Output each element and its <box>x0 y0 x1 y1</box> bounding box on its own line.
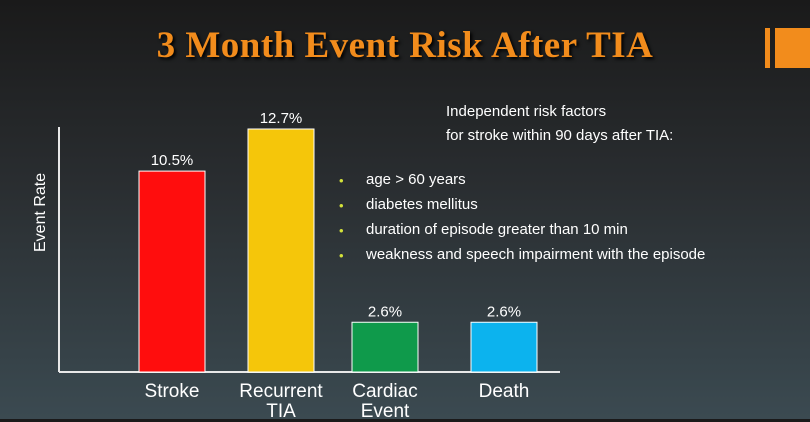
bar <box>138 170 206 373</box>
risk-factor-text: age > 60 years <box>366 171 466 188</box>
decor-bar-wide <box>775 28 810 68</box>
list-item: • diabetes mellitus <box>336 195 705 220</box>
data-label: 2.6% <box>487 303 521 320</box>
risk-factors-heading: Independent risk factors for stroke with… <box>446 100 673 148</box>
bullet-icon: • <box>339 173 344 188</box>
list-item: • duration of episode greater than 10 min <box>336 220 705 245</box>
bullet-icon: • <box>339 198 344 213</box>
bullet-icon: • <box>339 248 344 263</box>
category-label-line: Cardiac <box>352 381 418 402</box>
risk-factor-list: • age > 60 years • diabetes mellitus • dura… <box>336 170 705 270</box>
orange-decoration <box>765 28 810 68</box>
category-label: Death <box>444 382 564 402</box>
category-label-line: Recurrent <box>239 381 323 402</box>
list-item: • weakness and speech impairment with the… <box>336 245 705 270</box>
category-label: Stroke <box>112 382 232 402</box>
risk-factors-line-1: Independent risk factors <box>446 103 607 120</box>
bar <box>247 128 315 373</box>
list-item: • age > 60 years <box>336 170 705 195</box>
category-label-line: TIA <box>266 401 296 422</box>
bullet-icon: • <box>339 223 344 238</box>
data-label: 2.6% <box>368 303 402 320</box>
decor-bar-thin <box>765 28 770 68</box>
risk-factors-line-2: for stroke within 90 days after TIA: <box>446 127 674 144</box>
category-label-line: Stroke <box>144 381 200 402</box>
risk-factor-text: duration of episode greater than 10 min <box>366 221 628 238</box>
category-label: Recurrent TIA <box>221 382 341 422</box>
category-label: Cardiac Event <box>325 382 445 422</box>
data-label: 12.7% <box>260 110 303 127</box>
risk-factor-text: weakness and speech impairment with the … <box>366 246 706 263</box>
data-label: 10.5% <box>151 152 194 169</box>
category-label-line: Event <box>360 401 410 422</box>
category-label-line: Death <box>478 381 530 402</box>
bar <box>470 321 538 373</box>
slide-title: 3 Month Event Risk After TIA <box>156 25 654 66</box>
bar <box>351 321 419 373</box>
risk-factor-text: diabetes mellitus <box>366 196 478 213</box>
y-axis-label: Event Rate <box>32 172 49 252</box>
